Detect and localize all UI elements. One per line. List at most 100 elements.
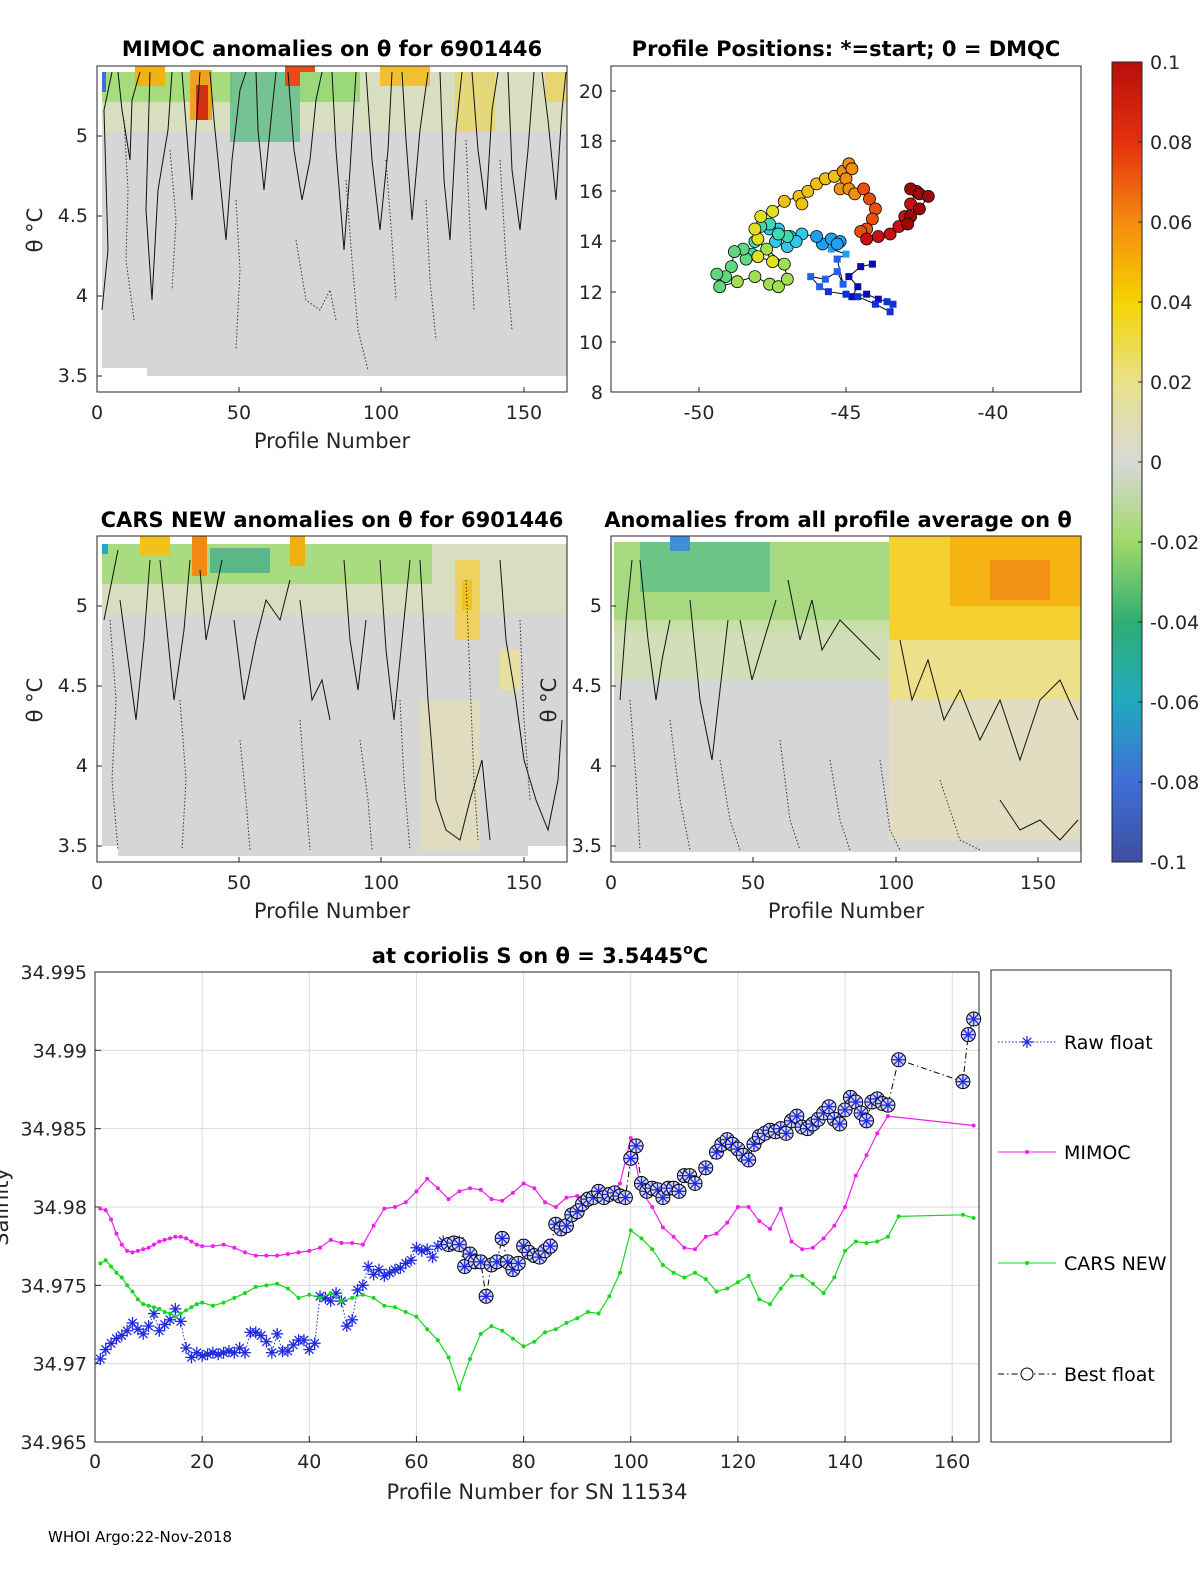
y-tick: 3.5	[58, 365, 88, 387]
mimoc-point	[382, 1206, 387, 1211]
mimoc-point	[253, 1253, 258, 1258]
mimoc-point	[468, 1186, 473, 1191]
cars-point	[693, 1270, 698, 1275]
x-tick: -45	[830, 402, 861, 424]
cars-point	[821, 1291, 826, 1296]
cars-point	[585, 1309, 590, 1314]
cars-point	[725, 1286, 730, 1291]
best-float-point	[708, 1144, 724, 1160]
mimoc-point	[543, 1200, 548, 1205]
cars-point	[478, 1331, 483, 1336]
mimoc-point	[821, 1236, 826, 1241]
mimoc-x-label: Profile Number	[254, 429, 411, 453]
legend-label: MIMOC	[1064, 1142, 1131, 1164]
cars-point	[173, 1314, 178, 1319]
best-float-star	[543, 1239, 557, 1253]
cars-point	[382, 1303, 387, 1308]
mimoc-point	[875, 1131, 880, 1136]
x-tick: 120	[720, 1451, 756, 1473]
cars-point	[596, 1311, 601, 1316]
mimoc-point	[146, 1245, 151, 1250]
cars-point	[98, 1261, 103, 1266]
best-float-point	[741, 1152, 757, 1168]
x-tick: -50	[683, 402, 714, 424]
best-float-star	[618, 1191, 632, 1205]
raw-float-point	[389, 1263, 402, 1276]
mimoc-point	[151, 1242, 156, 1247]
salinity-panel: 0 20 40 60 80 100 120 140 160 34.96534.9734.9753…	[0, 942, 1172, 1504]
footer-credit: WHOI Argo:22-Nov-2018	[48, 1528, 232, 1546]
cars-point	[810, 1281, 815, 1286]
y-tick: 3.5	[58, 835, 88, 857]
position-marker	[821, 275, 829, 283]
x-tick: 0	[605, 872, 617, 894]
x-tick: 20	[190, 1451, 214, 1473]
mimoc-point	[109, 1217, 114, 1222]
raw-float-point	[426, 1251, 439, 1264]
cars-point	[757, 1297, 762, 1302]
salinity-series	[94, 1011, 982, 1391]
position-marker	[772, 280, 785, 294]
position-marker	[748, 270, 762, 284]
x-tick: 40	[297, 1451, 321, 1473]
mimoc-point	[500, 1198, 505, 1203]
mimoc-point	[328, 1237, 333, 1242]
cars-point	[543, 1330, 548, 1335]
mimoc-point	[189, 1239, 194, 1244]
mimoc-point	[339, 1241, 344, 1246]
salinity-title-main: at coriolis S on θ = 3.5445	[372, 944, 683, 968]
y-tick: 34.99	[33, 1040, 87, 1062]
cars-point	[575, 1316, 580, 1321]
y-tick: 3.5	[572, 835, 602, 857]
cb-tick: -0.02	[1150, 532, 1199, 554]
cars-point	[457, 1386, 462, 1391]
cars-point	[125, 1283, 130, 1288]
y-tick: 20	[579, 81, 603, 103]
y-tick: 5	[590, 595, 602, 617]
best-float-star	[495, 1231, 509, 1245]
mimoc-point	[318, 1245, 323, 1250]
x-tick: 50	[741, 872, 765, 894]
position-marker	[807, 273, 815, 281]
mimoc-point	[414, 1189, 419, 1194]
mimoc-point	[768, 1226, 773, 1231]
cars-point	[162, 1309, 167, 1314]
cars-x-label: Profile Number	[254, 899, 411, 923]
x-tick: 140	[827, 1451, 863, 1473]
mimoc-point	[162, 1237, 167, 1242]
y-tick: 16	[579, 181, 603, 203]
cars-point	[350, 1295, 355, 1300]
cb-tick: -0.08	[1150, 772, 1199, 794]
salinity-title-degree: o	[683, 942, 693, 958]
positions-title: Profile Positions: *=start; 0 = DMQC	[632, 37, 1061, 61]
mimoc-title: MIMOC anomalies on θ for 6901446	[122, 37, 542, 61]
cars-point	[671, 1270, 676, 1275]
mimoc-point	[671, 1234, 676, 1239]
best-float-star	[859, 1114, 873, 1128]
mimoc-x-ticks: 0 50 100 150	[91, 402, 542, 424]
position-marker	[857, 263, 865, 271]
best-float-star	[833, 1117, 847, 1131]
position-marker	[863, 192, 876, 206]
best-float-star	[672, 1184, 686, 1198]
legend-cars-new: CARS NEW	[998, 1253, 1167, 1275]
cars-title: CARS NEW anomalies on θ for 6901446	[101, 508, 564, 532]
cars-point	[650, 1247, 655, 1252]
mimoc-point	[693, 1247, 698, 1252]
cars-point	[200, 1300, 205, 1305]
cars-point	[864, 1241, 869, 1246]
avg-x-label: Profile Number	[768, 899, 925, 923]
position-marker	[830, 237, 844, 251]
avg-title: Anomalies from all profile average on θ	[604, 508, 1072, 532]
raw-float-point	[405, 1254, 418, 1267]
cars-point	[885, 1234, 890, 1239]
cars-point	[682, 1275, 687, 1280]
mimoc-panel: 3.5 4 4.5 5 0 50 100 150 Profile Number …	[23, 37, 568, 453]
mimoc-point	[618, 1181, 623, 1186]
cars-point	[168, 1311, 173, 1316]
raw-float-point	[421, 1243, 434, 1256]
salinity-y-ticks: 34.965 34.97 34.975 34.98 34.985 34.99 34.995	[21, 962, 87, 1454]
best-float-point	[858, 1113, 874, 1129]
cars-point	[800, 1273, 805, 1278]
mimoc-y-label: θ °C	[23, 208, 47, 253]
